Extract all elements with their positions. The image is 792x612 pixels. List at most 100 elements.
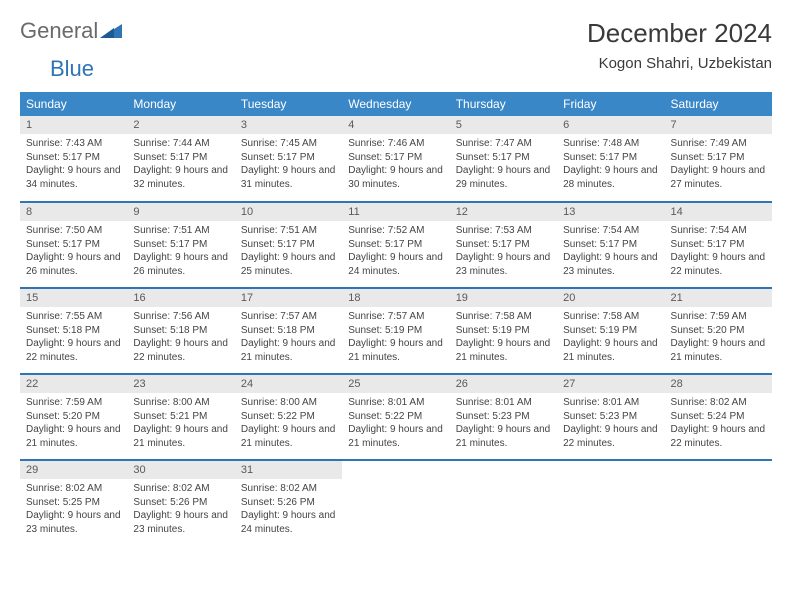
day-body: Sunrise: 7:44 AMSunset: 5:17 PMDaylight:… xyxy=(127,134,234,195)
daylight-text: Daylight: 9 hours and 21 minutes. xyxy=(26,423,121,450)
daylight-text: Daylight: 9 hours and 21 minutes. xyxy=(241,337,336,364)
calendar-day-cell: 27Sunrise: 8:01 AMSunset: 5:23 PMDayligh… xyxy=(557,374,664,460)
weekday-header: Sunday xyxy=(20,92,127,116)
calendar-week-row: 15Sunrise: 7:55 AMSunset: 5:18 PMDayligh… xyxy=(20,288,772,374)
sunrise-text: Sunrise: 7:50 AM xyxy=(26,224,121,238)
sunrise-text: Sunrise: 8:01 AM xyxy=(348,396,443,410)
day-number: 15 xyxy=(20,289,127,307)
day-number: 4 xyxy=(342,116,449,134)
day-number: 21 xyxy=(665,289,772,307)
day-number: 16 xyxy=(127,289,234,307)
calendar-day-cell: 16Sunrise: 7:56 AMSunset: 5:18 PMDayligh… xyxy=(127,288,234,374)
sunrise-text: Sunrise: 8:01 AM xyxy=(563,396,658,410)
day-number: 17 xyxy=(235,289,342,307)
daylight-text: Daylight: 9 hours and 28 minutes. xyxy=(563,164,658,191)
daylight-text: Daylight: 9 hours and 22 minutes. xyxy=(133,337,228,364)
sunset-text: Sunset: 5:19 PM xyxy=(456,324,551,338)
sunrise-text: Sunrise: 8:02 AM xyxy=(133,482,228,496)
sunrise-text: Sunrise: 7:59 AM xyxy=(671,310,766,324)
weekday-header: Thursday xyxy=(450,92,557,116)
day-body: Sunrise: 7:54 AMSunset: 5:17 PMDaylight:… xyxy=(665,221,772,282)
calendar-day-cell: 9Sunrise: 7:51 AMSunset: 5:17 PMDaylight… xyxy=(127,202,234,288)
day-number: 2 xyxy=(127,116,234,134)
day-number: 30 xyxy=(127,461,234,479)
sunrise-text: Sunrise: 8:00 AM xyxy=(133,396,228,410)
sunset-text: Sunset: 5:20 PM xyxy=(26,410,121,424)
daylight-text: Daylight: 9 hours and 22 minutes. xyxy=(671,423,766,450)
day-body: Sunrise: 7:56 AMSunset: 5:18 PMDaylight:… xyxy=(127,307,234,368)
weekday-header: Friday xyxy=(557,92,664,116)
daylight-text: Daylight: 9 hours and 21 minutes. xyxy=(241,423,336,450)
calendar-week-row: 1Sunrise: 7:43 AMSunset: 5:17 PMDaylight… xyxy=(20,116,772,202)
sunrise-text: Sunrise: 7:57 AM xyxy=(348,310,443,324)
day-body: Sunrise: 8:02 AMSunset: 5:26 PMDaylight:… xyxy=(127,479,234,540)
calendar-day-cell: 18Sunrise: 7:57 AMSunset: 5:19 PMDayligh… xyxy=(342,288,449,374)
calendar-week-row: 29Sunrise: 8:02 AMSunset: 5:25 PMDayligh… xyxy=(20,460,772,546)
sunrise-text: Sunrise: 7:46 AM xyxy=(348,137,443,151)
day-number: 27 xyxy=(557,375,664,393)
daylight-text: Daylight: 9 hours and 21 minutes. xyxy=(456,337,551,364)
sunset-text: Sunset: 5:18 PM xyxy=(133,324,228,338)
day-body: Sunrise: 8:01 AMSunset: 5:23 PMDaylight:… xyxy=(450,393,557,454)
sunrise-text: Sunrise: 8:02 AM xyxy=(241,482,336,496)
location: Kogon Shahri, Uzbekistan xyxy=(587,55,772,72)
sunset-text: Sunset: 5:22 PM xyxy=(241,410,336,424)
day-body: Sunrise: 7:47 AMSunset: 5:17 PMDaylight:… xyxy=(450,134,557,195)
daylight-text: Daylight: 9 hours and 32 minutes. xyxy=(133,164,228,191)
daylight-text: Daylight: 9 hours and 30 minutes. xyxy=(348,164,443,191)
sunrise-text: Sunrise: 7:59 AM xyxy=(26,396,121,410)
sunset-text: Sunset: 5:17 PM xyxy=(671,238,766,252)
sunrise-text: Sunrise: 7:49 AM xyxy=(671,137,766,151)
sunrise-text: Sunrise: 8:01 AM xyxy=(456,396,551,410)
daylight-text: Daylight: 9 hours and 23 minutes. xyxy=(456,251,551,278)
day-body: Sunrise: 7:57 AMSunset: 5:18 PMDaylight:… xyxy=(235,307,342,368)
daylight-text: Daylight: 9 hours and 21 minutes. xyxy=(348,337,443,364)
title-block: December 2024 Kogon Shahri, Uzbekistan xyxy=(587,18,772,72)
calendar-day-cell: 13Sunrise: 7:54 AMSunset: 5:17 PMDayligh… xyxy=(557,202,664,288)
calendar-day-cell xyxy=(557,460,664,546)
daylight-text: Daylight: 9 hours and 34 minutes. xyxy=(26,164,121,191)
day-number: 11 xyxy=(342,203,449,221)
calendar-day-cell xyxy=(450,460,557,546)
day-number: 20 xyxy=(557,289,664,307)
logo-text-general: General xyxy=(20,18,98,44)
sunrise-text: Sunrise: 7:52 AM xyxy=(348,224,443,238)
calendar-day-cell: 2Sunrise: 7:44 AMSunset: 5:17 PMDaylight… xyxy=(127,116,234,202)
sunrise-text: Sunrise: 7:43 AM xyxy=(26,137,121,151)
day-number: 8 xyxy=(20,203,127,221)
sunrise-text: Sunrise: 7:45 AM xyxy=(241,137,336,151)
sunset-text: Sunset: 5:19 PM xyxy=(348,324,443,338)
day-body: Sunrise: 7:58 AMSunset: 5:19 PMDaylight:… xyxy=(450,307,557,368)
sunrise-text: Sunrise: 7:58 AM xyxy=(456,310,551,324)
sunrise-text: Sunrise: 7:54 AM xyxy=(671,224,766,238)
daylight-text: Daylight: 9 hours and 26 minutes. xyxy=(26,251,121,278)
daylight-text: Daylight: 9 hours and 29 minutes. xyxy=(456,164,551,191)
weekday-header: Monday xyxy=(127,92,234,116)
calendar-day-cell: 25Sunrise: 8:01 AMSunset: 5:22 PMDayligh… xyxy=(342,374,449,460)
calendar-day-cell: 29Sunrise: 8:02 AMSunset: 5:25 PMDayligh… xyxy=(20,460,127,546)
calendar-day-cell xyxy=(342,460,449,546)
day-body: Sunrise: 7:48 AMSunset: 5:17 PMDaylight:… xyxy=(557,134,664,195)
calendar-day-cell: 7Sunrise: 7:49 AMSunset: 5:17 PMDaylight… xyxy=(665,116,772,202)
calendar-day-cell: 28Sunrise: 8:02 AMSunset: 5:24 PMDayligh… xyxy=(665,374,772,460)
sunset-text: Sunset: 5:22 PM xyxy=(348,410,443,424)
day-body: Sunrise: 7:59 AMSunset: 5:20 PMDaylight:… xyxy=(665,307,772,368)
logo-triangle-icon xyxy=(100,18,122,44)
weekday-header: Wednesday xyxy=(342,92,449,116)
day-body: Sunrise: 7:55 AMSunset: 5:18 PMDaylight:… xyxy=(20,307,127,368)
day-body: Sunrise: 8:01 AMSunset: 5:23 PMDaylight:… xyxy=(557,393,664,454)
calendar-day-cell: 11Sunrise: 7:52 AMSunset: 5:17 PMDayligh… xyxy=(342,202,449,288)
sunrise-text: Sunrise: 7:58 AM xyxy=(563,310,658,324)
day-body: Sunrise: 8:00 AMSunset: 5:21 PMDaylight:… xyxy=(127,393,234,454)
weekday-header-row: Sunday Monday Tuesday Wednesday Thursday… xyxy=(20,92,772,116)
logo-text-blue: Blue xyxy=(50,56,94,81)
day-number: 25 xyxy=(342,375,449,393)
day-number: 1 xyxy=(20,116,127,134)
day-body: Sunrise: 7:46 AMSunset: 5:17 PMDaylight:… xyxy=(342,134,449,195)
sunrise-text: Sunrise: 7:54 AM xyxy=(563,224,658,238)
sunset-text: Sunset: 5:18 PM xyxy=(26,324,121,338)
calendar-day-cell: 22Sunrise: 7:59 AMSunset: 5:20 PMDayligh… xyxy=(20,374,127,460)
calendar-day-cell: 30Sunrise: 8:02 AMSunset: 5:26 PMDayligh… xyxy=(127,460,234,546)
calendar-day-cell: 4Sunrise: 7:46 AMSunset: 5:17 PMDaylight… xyxy=(342,116,449,202)
daylight-text: Daylight: 9 hours and 26 minutes. xyxy=(133,251,228,278)
